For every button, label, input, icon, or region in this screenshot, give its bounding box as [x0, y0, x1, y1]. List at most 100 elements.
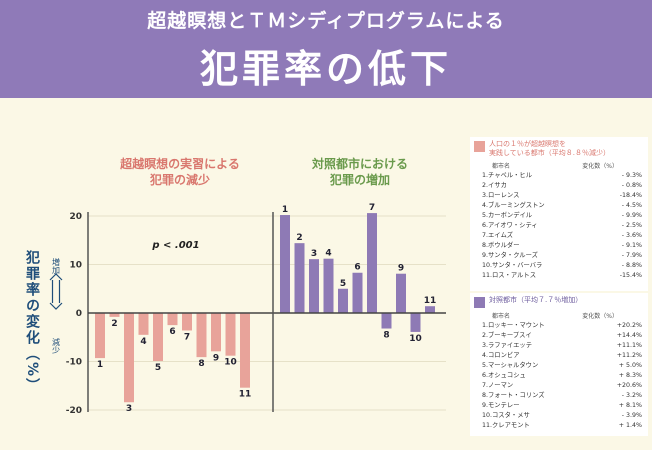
legend-row: 10.サンタ・バーバラ - 8.8% [482, 261, 642, 271]
city-change: +14.4% [616, 332, 642, 339]
y-tick-label: -20 [66, 406, 82, 416]
right-group-title-line1: 対照都市における [311, 156, 408, 171]
bar-label: 9 [213, 353, 219, 363]
left-group-title-line1: 超越瞑想の実習による [119, 156, 240, 171]
legend-row: 6.アイオワ・シティ - 2.5% [482, 221, 642, 231]
control-col-change: 変化数（%） [582, 313, 618, 320]
experimental-legend-head-line2: 実践している都市（平均８.８％減少） [489, 149, 611, 157]
city-name: 5.カーボンデイル [482, 212, 533, 219]
y-tick-label: -10 [66, 358, 82, 368]
bar [95, 313, 105, 359]
bar [425, 306, 435, 313]
city-name: 10.サンタ・バーバラ [482, 262, 543, 269]
bar [294, 243, 305, 313]
bar [367, 213, 377, 313]
bar [124, 313, 134, 403]
city-change: - 4.5% [621, 202, 642, 209]
bar-label: 11 [424, 296, 437, 306]
bar [381, 313, 392, 329]
bar-label: 6 [169, 327, 175, 337]
legend-row: 5.カーボンデイル - 9.9% [482, 211, 642, 221]
city-change: +20.6% [616, 382, 642, 389]
legend-row: 7.エイムズ - 3.6% [482, 231, 642, 241]
experimental-col-change: 変化数（%） [582, 163, 618, 170]
left-group-title-line2: 犯罪の減少 [149, 172, 210, 187]
legend-row: 7.ノーマン +20.6% [482, 381, 642, 391]
city-name: 10.コスタ・メサ [482, 412, 530, 419]
bar-label: 3 [126, 404, 132, 414]
bar [167, 313, 178, 326]
legend-row: 11.クレアモント + 1.4% [482, 421, 642, 431]
city-change: + 1.4% [618, 422, 642, 429]
city-name: 11.クレアモント [482, 422, 530, 429]
bar-label: 1 [97, 360, 103, 370]
city-name: 2.イサカ [482, 182, 507, 189]
legend-row: 2.ブーキープスイ +14.4% [482, 331, 642, 341]
city-change: +20.2% [616, 322, 642, 329]
legend-row: 5.マーシャルタウン + 5.0% [482, 361, 642, 371]
city-name: 7.ノーマン [482, 382, 514, 389]
legend-row: 1.チャペル・ヒル - 9.3% [482, 171, 642, 181]
city-name: 1.ロッキー・マウント [482, 322, 545, 329]
y-axis-label: 犯罪率の変化（%） [24, 249, 41, 394]
bar-label: 4 [140, 337, 146, 347]
title-banner: 超越瞑想とＴＭシディプログラムによる 犯罪率の低下 [0, 0, 652, 98]
bar-label: 7 [184, 332, 190, 342]
control-col-city: 都市名 [492, 313, 511, 320]
city-change: - 3.6% [621, 232, 642, 239]
bar [109, 313, 120, 317]
bar-label: 2 [296, 233, 302, 243]
city-change: -18.4% [619, 192, 642, 199]
city-name: 5.マーシャルタウン [482, 362, 539, 369]
city-name: 9.サンタ・クルーズ [482, 252, 538, 259]
experimental-legend-head-line1: 人口の１％が超越瞑想を [489, 140, 566, 148]
city-name: 3.ローレンス [482, 192, 520, 199]
legend-row: 8.フォート・コリンズ - 3.2% [482, 391, 642, 401]
city-name: 8.フォート・コリンズ [482, 392, 545, 399]
city-change: - 3.2% [621, 392, 642, 399]
bar-label: 5 [340, 279, 346, 289]
bar [410, 313, 421, 332]
legend-row: 9.サンタ・クルーズ - 7.9% [482, 251, 642, 261]
legend-row: 6.オシュコシュ + 8.3% [482, 371, 642, 381]
experimental-cities-legend: 人口の１％が超越瞑想を 実践している都市（平均８.８％減少） 都市名 変化数（%… [470, 137, 648, 291]
bar [338, 288, 348, 313]
legend-row: 1.ロッキー・マウント +20.2% [482, 321, 642, 331]
city-change: + 5.0% [618, 362, 642, 369]
city-change: - 9.9% [621, 212, 642, 219]
banner-subtitle: 超越瞑想とＴＭシディプログラムによる [147, 10, 505, 32]
legend-row: 3.ローレンス -18.4% [482, 191, 642, 201]
city-name: 6.オシュコシュ [482, 372, 526, 379]
city-name: 4.ブルーミングストン [482, 202, 545, 209]
bar [196, 313, 207, 358]
city-change: - 9.3% [621, 172, 642, 179]
up-down-arrow-icon [49, 273, 63, 310]
city-change: +11.2% [616, 352, 642, 359]
y-axis-down-label: 減少 [52, 337, 61, 354]
city-change: - 8.8% [621, 262, 642, 269]
legend-row: 4.コロンビア +11.2% [482, 351, 642, 361]
control-cities-legend: 対照都市（平均７.７％増加） 都市名 変化数（%） 1.ロッキー・マウント +20… [470, 293, 648, 436]
bar [323, 258, 334, 313]
city-change: - 2.5% [621, 222, 642, 229]
bar-label: 9 [398, 264, 404, 274]
city-change: - 3.9% [621, 412, 642, 419]
city-name: 3.ラファイエッテ [482, 342, 533, 349]
bar [240, 313, 250, 388]
city-name: 2.ブーキープスイ [482, 332, 532, 339]
bar-label: 7 [369, 203, 375, 213]
right-group-title-line2: 犯罪の増加 [329, 172, 390, 187]
bar-label: 11 [239, 390, 252, 400]
bar-label: 8 [383, 331, 389, 341]
city-change: - 9.1% [621, 242, 642, 249]
bar [211, 313, 221, 352]
legend-row: 9.モンテレー + 8.1% [482, 401, 642, 411]
legend-row: 10.コスタ・メサ - 3.9% [482, 411, 642, 421]
city-name: 7.エイムズ [482, 232, 514, 239]
legend-row: 2.イサカ - 0.8% [482, 181, 642, 191]
bar-label: 2 [111, 319, 117, 329]
city-change: - 7.9% [621, 252, 642, 259]
legend-row: 11.ロス・アルトス -15.4% [482, 271, 642, 281]
bar [396, 273, 406, 313]
